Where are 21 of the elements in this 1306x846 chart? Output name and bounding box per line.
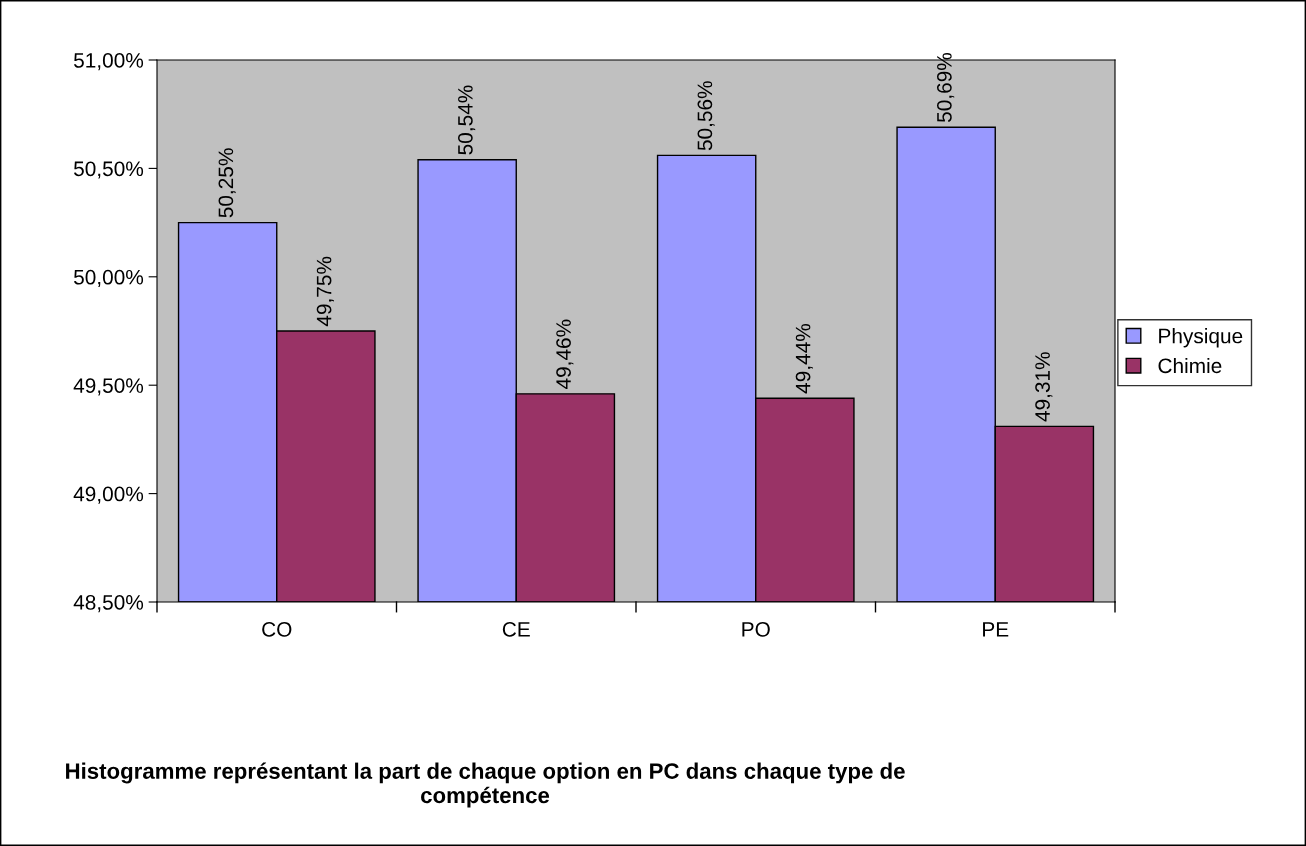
y-tick-label: 49,00% xyxy=(73,486,144,504)
data-label: 49,46% xyxy=(556,319,574,390)
data-label: 49,44% xyxy=(795,323,813,394)
legend-label: Chimie xyxy=(1158,357,1222,374)
legend-label: Physique xyxy=(1159,328,1243,348)
x-tick-label: PE xyxy=(983,622,1009,637)
data-label: 50,56% xyxy=(697,81,715,151)
data-label: 50,25% xyxy=(218,148,236,218)
x-tick-label: CE xyxy=(502,621,530,637)
y-tick-label: 50,50% xyxy=(73,161,144,179)
y-tick-label: 48,50% xyxy=(73,595,144,613)
data-label: 50,54% xyxy=(457,85,476,155)
x-tick-label: CO xyxy=(262,621,292,637)
text: Histogramme représentant la part de chaque option en PC dans chaque type de compétence xyxy=(66,762,905,808)
data-label: 50,69% xyxy=(936,52,955,123)
y-tick-label: 51,00% xyxy=(73,53,144,71)
x-tick-label: PO xyxy=(742,621,770,637)
data-label: 49,75% xyxy=(316,256,334,327)
data-label: 49,31% xyxy=(1035,352,1053,422)
y-tick-label: 50,00% xyxy=(73,269,144,288)
y-tick-label: 49,50% xyxy=(73,378,144,396)
